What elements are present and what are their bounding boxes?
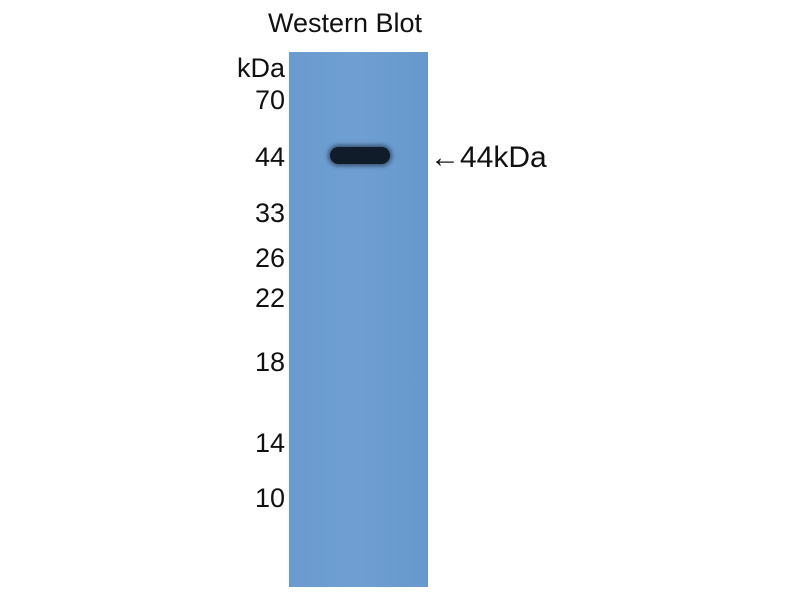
marker-44: 44 bbox=[254, 142, 285, 172]
unit-label: kDa bbox=[236, 53, 285, 83]
marker-33: 33 bbox=[254, 198, 285, 228]
left-arrow-icon: ← bbox=[430, 141, 460, 174]
marker-18: 18 bbox=[254, 347, 285, 377]
marker-10: 10 bbox=[254, 483, 285, 513]
marker-70: 70 bbox=[254, 85, 285, 115]
band-label: 44kDa bbox=[460, 141, 547, 174]
marker-22: 22 bbox=[254, 283, 285, 313]
band-annotation: ←44kDa bbox=[430, 142, 547, 174]
protein-band bbox=[330, 147, 390, 164]
figure-title: Western Blot bbox=[267, 8, 423, 38]
marker-26: 26 bbox=[254, 243, 285, 273]
blot-membrane bbox=[289, 52, 428, 587]
marker-14: 14 bbox=[254, 428, 285, 458]
